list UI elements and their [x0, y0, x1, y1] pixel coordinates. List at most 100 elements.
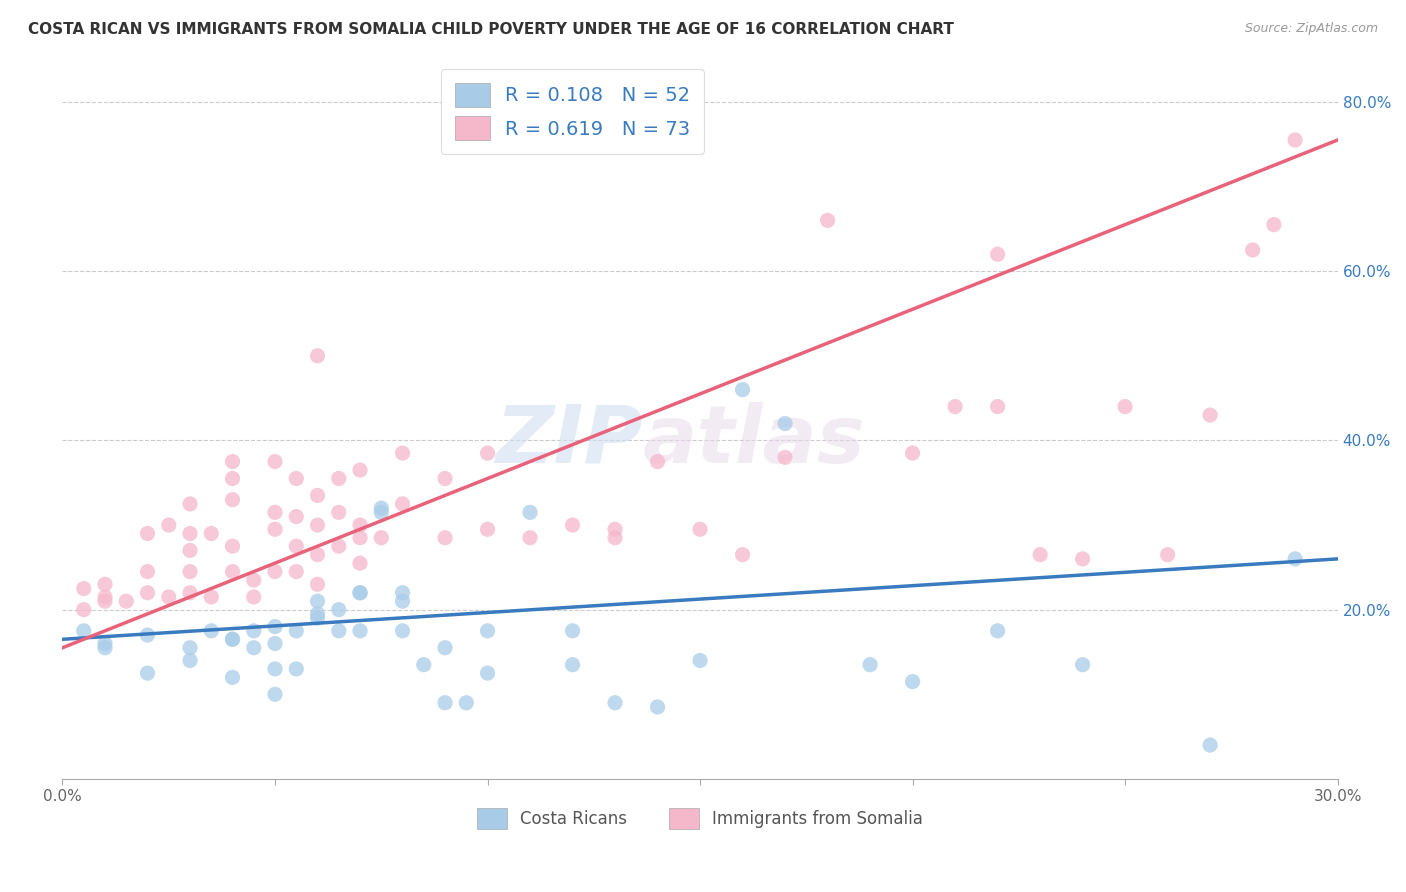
Point: [179, 586, 201, 600]
Point: [561, 657, 583, 672]
Point: [200, 526, 222, 541]
Point: [94, 577, 117, 591]
Point: [200, 624, 222, 638]
Point: [1199, 738, 1222, 752]
Point: [1114, 400, 1136, 414]
Point: [349, 586, 371, 600]
Point: [391, 497, 413, 511]
Point: [328, 505, 350, 519]
Point: [73, 582, 96, 596]
Point: [307, 607, 329, 621]
Point: [94, 640, 117, 655]
Text: atlas: atlas: [643, 401, 866, 480]
Point: [391, 624, 413, 638]
Point: [1199, 408, 1222, 422]
Point: [307, 577, 329, 591]
Point: [1284, 133, 1306, 147]
Point: [434, 471, 457, 485]
Point: [307, 349, 329, 363]
Point: [603, 522, 626, 536]
Point: [307, 488, 329, 502]
Point: [285, 565, 308, 579]
Point: [179, 543, 201, 558]
Point: [285, 471, 308, 485]
Point: [285, 662, 308, 676]
Point: [434, 531, 457, 545]
Point: [307, 518, 329, 533]
Point: [264, 454, 287, 468]
Point: [773, 417, 796, 431]
Point: [242, 590, 264, 604]
Point: [349, 531, 371, 545]
Point: [221, 471, 243, 485]
Point: [434, 696, 457, 710]
Point: [264, 662, 287, 676]
Point: [242, 640, 264, 655]
Point: [94, 590, 117, 604]
Point: [94, 636, 117, 650]
Point: [412, 657, 434, 672]
Point: [73, 602, 96, 616]
Point: [987, 624, 1010, 638]
Point: [307, 611, 329, 625]
Point: [328, 539, 350, 553]
Point: [264, 522, 287, 536]
Point: [328, 624, 350, 638]
Point: [519, 531, 541, 545]
Point: [370, 501, 392, 516]
Point: [987, 247, 1010, 261]
Point: [1071, 657, 1094, 672]
Point: [1029, 548, 1052, 562]
Point: [1156, 548, 1178, 562]
Point: [477, 624, 499, 638]
Point: [689, 653, 711, 667]
Point: [1284, 552, 1306, 566]
Point: [943, 400, 966, 414]
Point: [242, 573, 264, 587]
Point: [221, 454, 243, 468]
Point: [456, 696, 478, 710]
Legend: Costa Ricans, Immigrants from Somalia: Costa Ricans, Immigrants from Somalia: [470, 802, 929, 835]
Point: [349, 624, 371, 638]
Point: [221, 492, 243, 507]
Point: [349, 586, 371, 600]
Point: [264, 687, 287, 701]
Point: [307, 594, 329, 608]
Point: [157, 590, 180, 604]
Point: [901, 674, 924, 689]
Point: [349, 518, 371, 533]
Point: [1263, 218, 1285, 232]
Point: [328, 602, 350, 616]
Point: [477, 446, 499, 460]
Point: [179, 653, 201, 667]
Point: [264, 619, 287, 633]
Point: [477, 666, 499, 681]
Point: [221, 565, 243, 579]
Point: [285, 624, 308, 638]
Text: Source: ZipAtlas.com: Source: ZipAtlas.com: [1244, 22, 1378, 36]
Point: [349, 556, 371, 570]
Point: [307, 548, 329, 562]
Point: [561, 518, 583, 533]
Point: [179, 640, 201, 655]
Point: [285, 539, 308, 553]
Point: [561, 624, 583, 638]
Point: [221, 670, 243, 684]
Point: [477, 522, 499, 536]
Point: [859, 657, 882, 672]
Point: [647, 454, 669, 468]
Point: [136, 628, 159, 642]
Point: [773, 450, 796, 465]
Point: [115, 594, 138, 608]
Point: [434, 640, 457, 655]
Point: [603, 531, 626, 545]
Point: [264, 565, 287, 579]
Point: [136, 526, 159, 541]
Point: [136, 586, 159, 600]
Point: [328, 471, 350, 485]
Point: [349, 463, 371, 477]
Point: [370, 531, 392, 545]
Point: [179, 497, 201, 511]
Point: [391, 446, 413, 460]
Point: [1241, 243, 1264, 257]
